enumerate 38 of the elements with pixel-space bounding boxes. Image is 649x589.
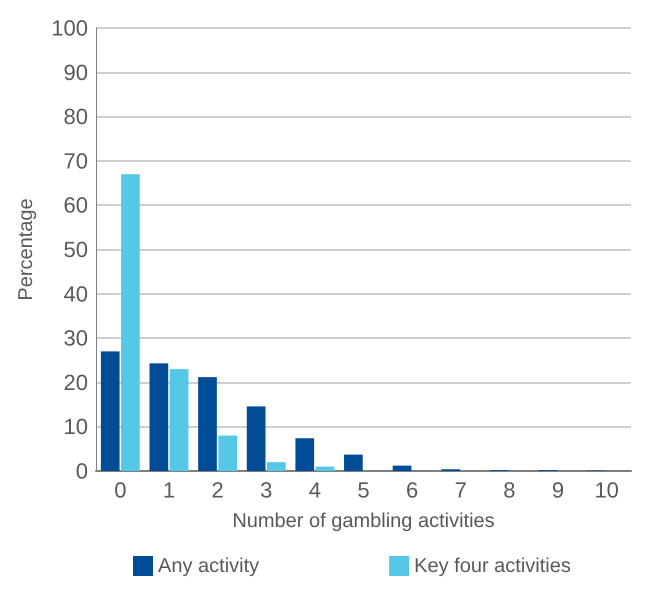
bar bbox=[100, 351, 120, 471]
x-tick-label: 2 bbox=[211, 478, 224, 502]
x-tick-label: 10 bbox=[594, 478, 619, 502]
x-tick-label: 9 bbox=[552, 478, 564, 502]
x-tick-label: 1 bbox=[162, 478, 176, 502]
x-tick-label: 3 bbox=[260, 478, 272, 502]
bar bbox=[218, 436, 238, 471]
y-tick-label: 30 bbox=[64, 326, 88, 351]
x-tick-label: 4 bbox=[308, 478, 321, 502]
bar bbox=[121, 174, 140, 471]
y-tick-label: 10 bbox=[64, 414, 88, 440]
y-tick-label: 50 bbox=[64, 237, 88, 262]
x-tick-label: 6 bbox=[406, 478, 418, 502]
y-tick-label: 70 bbox=[64, 148, 88, 174]
legend-label: Key four activities bbox=[414, 555, 571, 577]
y-axis-title: Percentage bbox=[15, 198, 37, 301]
y-tick-label: 20 bbox=[64, 370, 88, 395]
y-tick-label: 90 bbox=[64, 60, 88, 85]
bar bbox=[246, 406, 266, 471]
bar bbox=[170, 369, 188, 471]
bar bbox=[295, 438, 314, 471]
x-tick-label: 5 bbox=[357, 478, 370, 502]
bar bbox=[392, 466, 412, 471]
x-axis-title: Number of gambling activities bbox=[232, 510, 495, 532]
bar bbox=[266, 462, 286, 471]
legend-label: Any activity bbox=[158, 555, 260, 577]
x-tick-label: 0 bbox=[114, 478, 126, 502]
y-tick-label: 80 bbox=[64, 104, 88, 130]
bar bbox=[150, 363, 168, 471]
bar bbox=[316, 466, 334, 471]
x-tick-label: 8 bbox=[503, 478, 516, 502]
y-tick-label: 100 bbox=[51, 16, 88, 40]
y-tick-label: 0 bbox=[76, 458, 88, 484]
y-tick-label: 40 bbox=[64, 281, 88, 306]
bar bbox=[344, 454, 363, 471]
y-tick-label: 60 bbox=[64, 192, 88, 218]
x-tick-label: 7 bbox=[454, 478, 467, 502]
bar bbox=[198, 377, 217, 471]
